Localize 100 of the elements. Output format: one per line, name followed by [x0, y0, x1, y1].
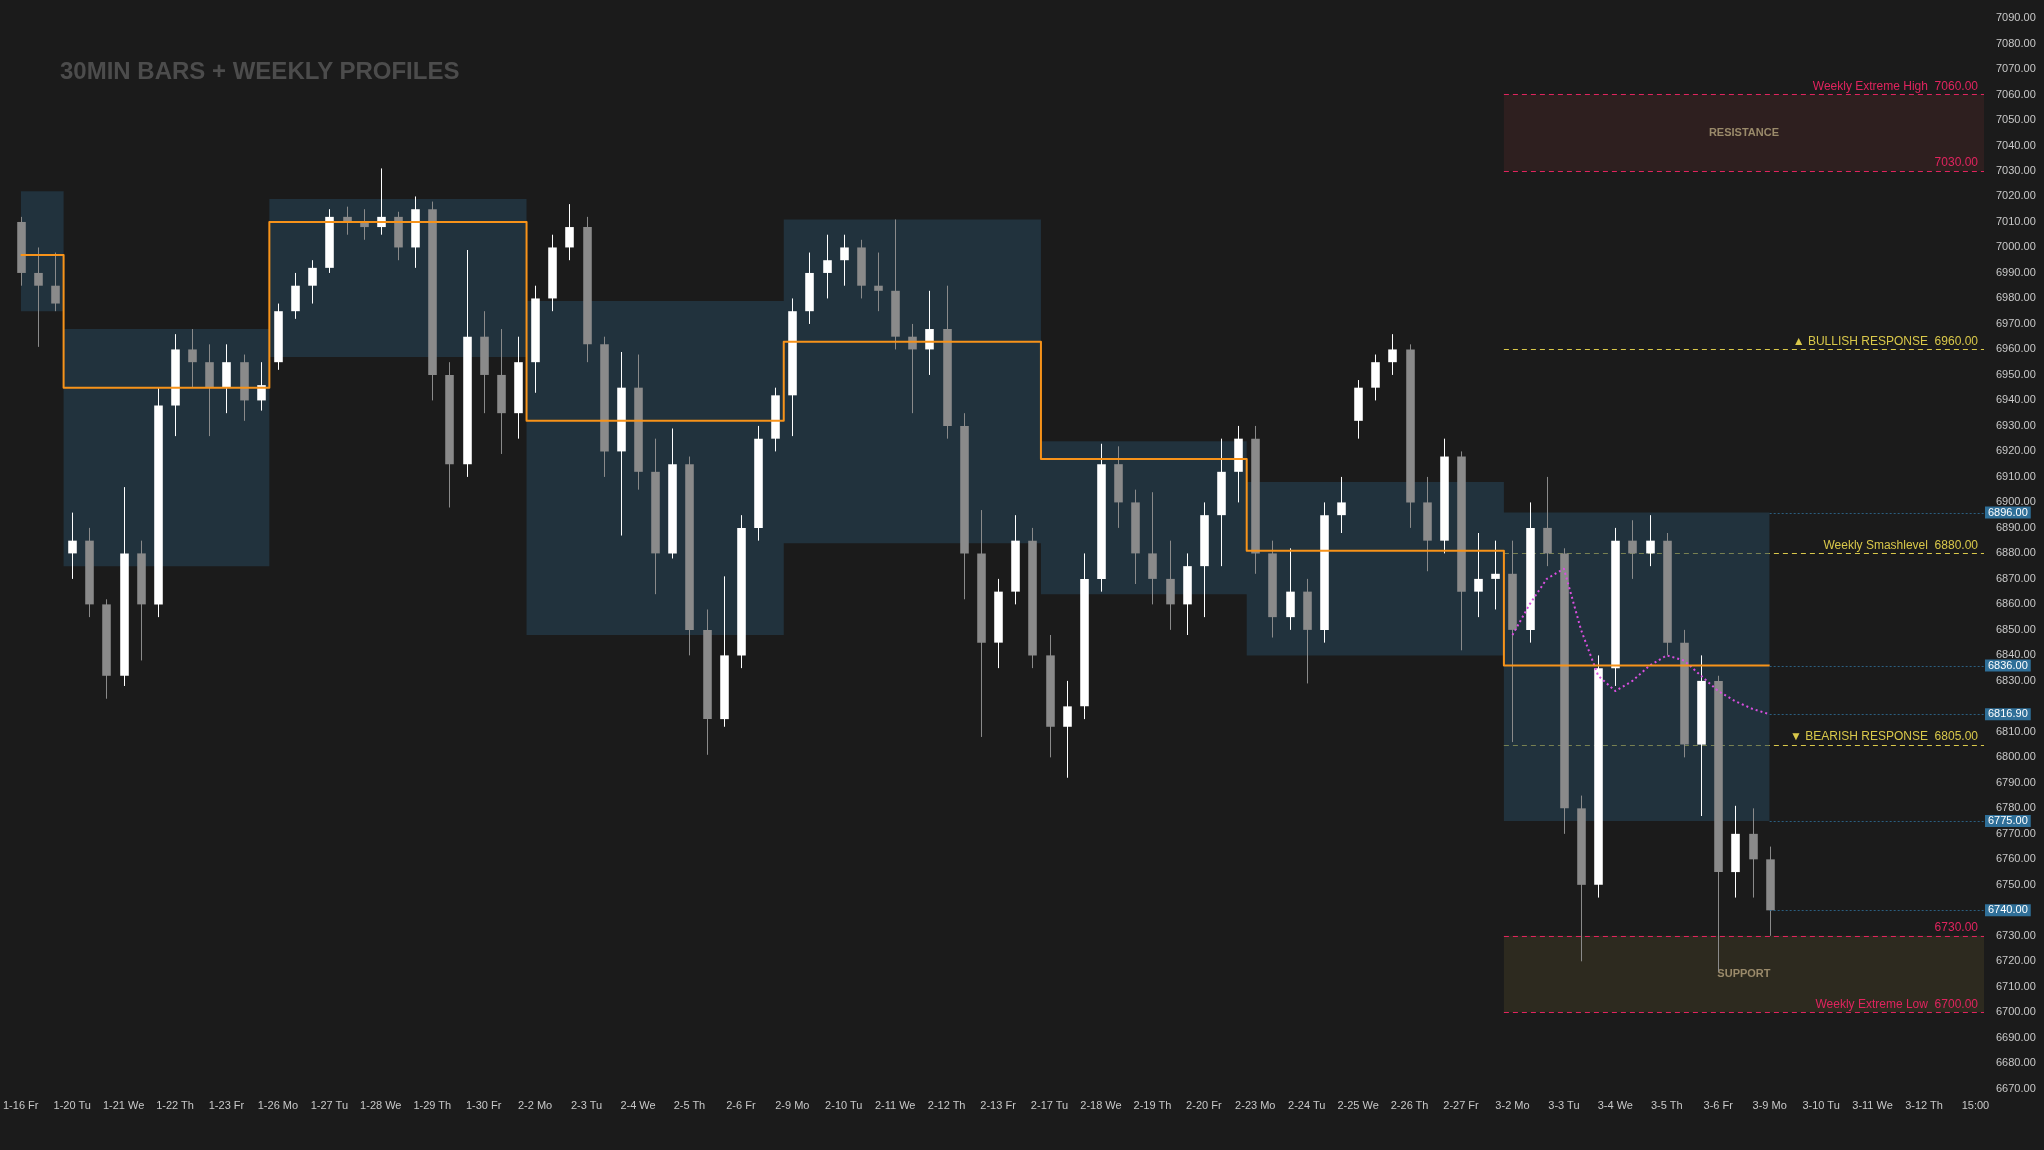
candlestick [1337, 476, 1346, 534]
x-tick-label: 1-22 Th [156, 1099, 194, 1112]
candlestick [51, 252, 60, 312]
y-tick-label: 7070.00 [1996, 62, 2036, 75]
x-tick-label: 2-17 Tu [1030, 1099, 1069, 1112]
x-tick-label: 2-10 Tu [825, 1099, 863, 1112]
y-tick-label: 6860.00 [1996, 597, 2036, 610]
annotation: 6740.00 [1988, 903, 2028, 916]
x-tick-label: 1-23 Fr [208, 1099, 245, 1112]
candlestick [840, 234, 849, 287]
ref-line-label: Weekly Smashlevel 6880.00 [1823, 537, 1979, 552]
ref-line-label: 7030.00 [1934, 155, 1979, 170]
x-tick-label: 3-11 We [1852, 1099, 1893, 1112]
x-tick-label: 2-6 Fr [726, 1099, 756, 1112]
y-tick-label: 6870.00 [1996, 571, 2036, 584]
x-tick-label: 3-3 Tu [1548, 1099, 1580, 1112]
y-tick-label: 6710.00 [1996, 979, 2036, 992]
y-tick-label: 6880.00 [1996, 546, 2036, 559]
y-tick-label: 6950.00 [1996, 367, 2036, 380]
y-tick-label: 6780.00 [1996, 801, 2036, 814]
y-tick-label: 6750.00 [1996, 877, 2036, 890]
x-tick-label: 2-12 Th [927, 1099, 966, 1112]
x-tick-label: 2-5 Th [673, 1099, 706, 1112]
y-tick-label: 6840.00 [1996, 648, 2036, 661]
y-tick-label: 7090.00 [1996, 11, 2036, 24]
x-tick-label: 2-23 Mo [1235, 1099, 1276, 1112]
y-tick-label: 6680.00 [1996, 1056, 2036, 1069]
y-tick-label: 6730.00 [1996, 928, 2036, 941]
x-tick-label: 3-5 Th [1650, 1099, 1683, 1112]
x-tick-label: 1-16 Fr [2, 1099, 39, 1112]
candlestick [925, 290, 934, 376]
x-tick-label: 3-6 Fr [1703, 1099, 1734, 1112]
x-tick-label: 2-18 We [1080, 1099, 1122, 1112]
candlestick [188, 328, 197, 389]
ref-line-label: 6730.00 [1934, 920, 1979, 935]
y-tick-label: 6770.00 [1996, 826, 2036, 839]
y-tick-label: 6850.00 [1996, 622, 2036, 635]
band-label: RESISTANCE [1708, 125, 1779, 138]
x-tick-label: 2-25 We [1337, 1099, 1379, 1112]
y-tick-label: 6690.00 [1996, 1030, 2036, 1043]
ref-line-label: ▼ BEARISH RESPONSE 6805.00 [1790, 728, 1979, 743]
x-tick-label: 1-30 Fr [465, 1099, 502, 1112]
candlestick [308, 259, 317, 305]
y-tick-label: 6720.00 [1996, 954, 2036, 967]
x-tick-label: 1-29 Th [413, 1099, 452, 1112]
x-tick-label: 2-4 We [620, 1099, 656, 1112]
x-tick-label: 2-24 Tu [1288, 1099, 1326, 1112]
band-label: SUPPORT [1717, 967, 1771, 980]
x-tick-label: 1-20 Tu [53, 1099, 91, 1112]
x-tick-label: 3-10 Tu [1802, 1099, 1840, 1112]
x-tick-label: 2-19 Th [1133, 1099, 1172, 1112]
candlestick [34, 246, 43, 348]
candlestick [1474, 532, 1483, 618]
candlestick [68, 512, 77, 580]
ref-line-label: Weekly Extreme High 7060.00 [1812, 78, 1979, 93]
y-tick-label: 6900.00 [1996, 495, 2036, 508]
x-tick-label: 1-28 We [360, 1099, 402, 1112]
annotation: 6775.00 [1988, 814, 2028, 827]
candlestick [1646, 514, 1655, 567]
y-tick-label: 6790.00 [1996, 775, 2036, 788]
annotation: 6836.00 [1988, 658, 2028, 671]
y-tick-label: 6940.00 [1996, 393, 2036, 406]
y-tick-label: 6800.00 [1996, 750, 2036, 763]
x-tick-label: 3-4 We [1597, 1099, 1633, 1112]
y-tick-label: 6830.00 [1996, 673, 2036, 686]
x-tick-label: 3-12 Th [1905, 1099, 1943, 1112]
y-tick-label: 6910.00 [1996, 469, 2036, 482]
annotation: 6816.90 [1988, 707, 2028, 720]
y-tick-label: 7020.00 [1996, 189, 2036, 202]
y-tick-label: 7000.00 [1996, 240, 2036, 253]
candlestick [1491, 540, 1500, 610]
y-tick-label: 6980.00 [1996, 291, 2036, 304]
y-tick-label: 6670.00 [1996, 1081, 2036, 1094]
ref-line-label: ▲ BULLISH RESPONSE 6960.00 [1792, 333, 1979, 348]
y-tick-label: 7060.00 [1996, 87, 2036, 100]
x-tick-label: 2-27 Fr [1443, 1099, 1480, 1112]
y-tick-label: 6930.00 [1996, 418, 2036, 431]
x-tick-label: 2-11 We [874, 1099, 916, 1112]
x-tick-label: 2-20 Fr [1186, 1099, 1222, 1112]
x-tick-label: 2-9 Mo [775, 1099, 810, 1112]
y-tick-label: 6990.00 [1996, 265, 2036, 278]
x-tick-label: 1-27 Tu [310, 1099, 349, 1112]
x-tick-label: 1-26 Mo [257, 1099, 299, 1112]
x-tick-label: 3-9 Mo [1752, 1099, 1787, 1112]
x-tick-label: 15:00 [1961, 1099, 1990, 1112]
y-tick-label: 6760.00 [1996, 852, 2036, 865]
candlestick [823, 234, 832, 299]
ref-line-label: Weekly Extreme Low 6700.00 [1815, 996, 1979, 1011]
y-tick-label: 6890.00 [1996, 520, 2036, 533]
candlestick [565, 203, 574, 261]
y-tick-label: 7050.00 [1996, 113, 2036, 126]
x-tick-label: 2-3 Tu [570, 1099, 603, 1112]
x-tick-label: 1-21 We [102, 1099, 145, 1112]
y-tick-label: 7040.00 [1996, 138, 2036, 151]
y-tick-label: 6960.00 [1996, 342, 2036, 355]
x-tick-label: 2-13 Fr [980, 1099, 1017, 1112]
x-tick-label: 2-26 Th [1390, 1099, 1429, 1112]
x-tick-label: 2-2 Mo [518, 1099, 553, 1112]
candlestick [1063, 680, 1072, 779]
x-tick-label: 3-2 Mo [1495, 1099, 1530, 1112]
